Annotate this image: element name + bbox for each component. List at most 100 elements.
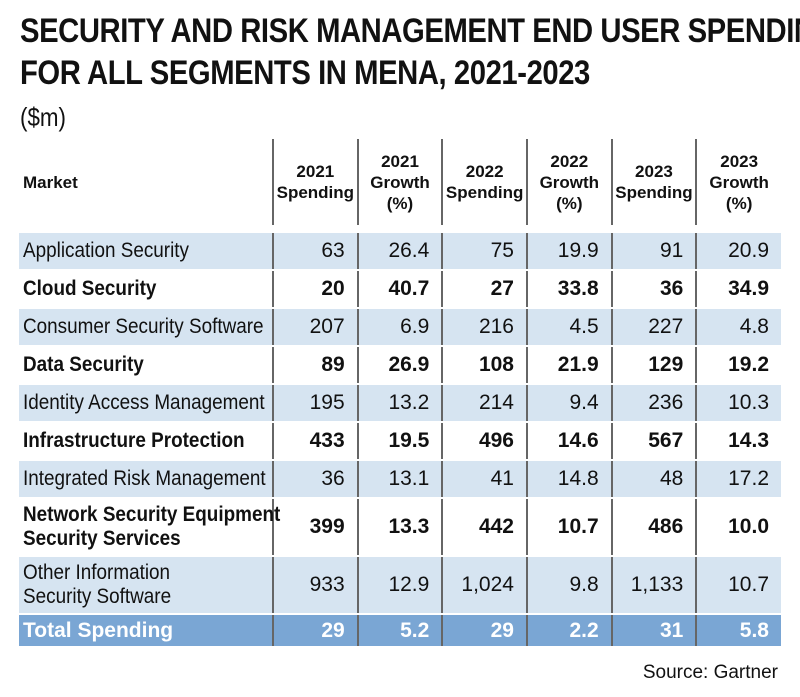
spending-table: Market 2021 Spending 2021 Growth (%) 2022 Spend…: [19, 139, 781, 646]
total-value-cell: 29: [441, 614, 527, 646]
market-name: Security Software: [23, 585, 172, 608]
column-header-line: Spending: [615, 183, 693, 202]
column-header-line: Growth: [539, 172, 600, 192]
market-name-line: Application Security: [23, 239, 272, 263]
market-name: Application Security: [23, 239, 189, 262]
value-cell: 34.9: [695, 270, 781, 309]
value-cell: 19.9: [525, 233, 612, 271]
value-cell: 48: [610, 460, 697, 499]
market-name-line: Security Services: [23, 527, 272, 551]
column-header-line: 2023: [635, 162, 673, 181]
market-name: Consumer Security Software: [23, 315, 264, 338]
header-spacer: [19, 225, 781, 233]
table-row: Application Security 63 26.4 75 19.9 91 20.9: [19, 233, 781, 271]
market-name: Security Services: [23, 527, 181, 550]
value-cell: 20.9: [695, 233, 781, 271]
value-cell: 12.9: [356, 556, 443, 615]
market-name-cell: Other Information Security Software: [19, 556, 274, 615]
spacer-cell: [19, 225, 273, 233]
column-header: 2021 Spending: [272, 139, 358, 225]
value-cell: 10.3: [695, 384, 781, 423]
market-name-cell: Integrated Risk Management: [19, 460, 274, 499]
value-cell: 26.9: [356, 346, 443, 385]
spacer-cell: [442, 225, 527, 233]
market-name: Network Security Equipment: [23, 503, 281, 526]
value-cell: 207: [272, 308, 358, 347]
market-name: Data Security: [23, 353, 144, 376]
market-name-line: Consumer Security Software: [23, 315, 272, 339]
source-note: Source: Gartner: [642, 662, 778, 683]
spacer-cell: [612, 225, 697, 233]
market-name-cell: Application Security: [19, 233, 274, 271]
total-value-cell: 2.2: [525, 614, 612, 646]
total-value-cell: 5.8: [695, 614, 781, 646]
table-row: Integrated Risk Management 36 13.1 41 14.8 48…: [19, 460, 781, 499]
total-value-cell: 31: [610, 614, 697, 646]
total-row: Total Spending 29 5.2 29 2.2 31 5.8: [19, 614, 781, 646]
value-cell: 933: [272, 556, 358, 615]
unit-label: ($m): [20, 102, 66, 132]
column-header-line: Growth: [709, 172, 769, 192]
value-cell: 40.7: [356, 270, 443, 309]
spacer-cell: [273, 225, 358, 233]
column-header-line: 2022: [550, 151, 589, 171]
chart-title: SECURITY AND RISK MANAGEMENT END USER SP…: [20, 10, 800, 94]
value-cell: 14.8: [525, 460, 612, 499]
value-cell: 36: [272, 460, 358, 499]
value-cell: 27: [441, 270, 527, 309]
column-header: 2022 Spending: [441, 139, 527, 225]
market-name-line: Infrastructure Protection: [23, 429, 272, 453]
table-body: Application Security 63 26.4 75 19.9 91 20.9 Cl…: [19, 225, 781, 646]
market-name-cell: Network Security Equipment Security Servi…: [19, 498, 280, 557]
column-header: 2023 Spending: [610, 139, 697, 225]
value-cell: 21.9: [525, 346, 612, 385]
value-cell: 17.2: [695, 460, 781, 499]
total-value-cell: 29: [272, 614, 358, 646]
value-cell: 14.6: [525, 422, 612, 461]
value-cell: 33.8: [525, 270, 612, 309]
value-cell: 214: [441, 384, 527, 423]
value-cell: 20: [272, 270, 358, 309]
value-cell: 13.1: [356, 460, 443, 499]
value-cell: 13.3: [356, 498, 443, 557]
chart-title-line-2: FOR ALL SEGMENTS IN MENA, 2021-2023: [20, 54, 590, 92]
value-cell: 4.5: [525, 308, 612, 347]
table-row: Cloud Security 20 40.7 27 33.8 36 34.9: [19, 270, 781, 309]
market-name-line: Integrated Risk Management: [23, 467, 272, 491]
value-cell: 63: [272, 233, 358, 271]
market-name: Cloud Security: [23, 277, 157, 300]
value-cell: 216: [441, 308, 527, 347]
market-name: Identity Access Management: [23, 391, 265, 414]
total-label: Total Spending: [19, 614, 274, 646]
column-header-line: Growth: [370, 172, 430, 192]
column-header: 2021 Growth (%): [356, 139, 443, 225]
column-header: 2023 Growth (%): [695, 139, 781, 225]
chart-title-line-1: SECURITY AND RISK MANAGEMENT END USER SP…: [20, 12, 800, 50]
column-header: 2022 Growth (%): [525, 139, 612, 225]
value-cell: 14.3: [695, 422, 781, 461]
table-row: Network Security Equipment Security Servi…: [19, 498, 781, 557]
value-cell: 89: [272, 346, 358, 385]
value-cell: 13.2: [356, 384, 443, 423]
value-cell: 9.8: [525, 556, 612, 615]
column-header-line: 2022: [465, 162, 504, 181]
market-name-cell: Infrastructure Protection: [19, 422, 274, 461]
value-cell: 26.4: [356, 233, 443, 271]
column-header-market: Market: [19, 139, 274, 225]
table-row: Infrastructure Protection 433 19.5 496 14.6 5…: [19, 422, 781, 461]
value-cell: 10.7: [525, 498, 612, 557]
header-row: Market 2021 Spending 2021 Growth (%) 2022 Spend…: [19, 139, 781, 225]
column-header-line: (%): [725, 193, 753, 213]
column-header-line: (%): [556, 193, 583, 213]
value-cell: 496: [441, 422, 527, 461]
value-cell: 399: [272, 498, 358, 557]
table-row: Identity Access Management 195 13.2 214 9.4 2…: [19, 384, 781, 423]
value-cell: 19.5: [356, 422, 443, 461]
spacer-cell: [696, 225, 781, 233]
value-cell: 9.4: [525, 384, 612, 423]
column-header-line: Market: [23, 172, 78, 192]
market-name-line: Data Security: [23, 353, 272, 377]
value-cell: 433: [272, 422, 358, 461]
spacer-cell: [527, 225, 612, 233]
value-cell: 75: [441, 233, 527, 271]
